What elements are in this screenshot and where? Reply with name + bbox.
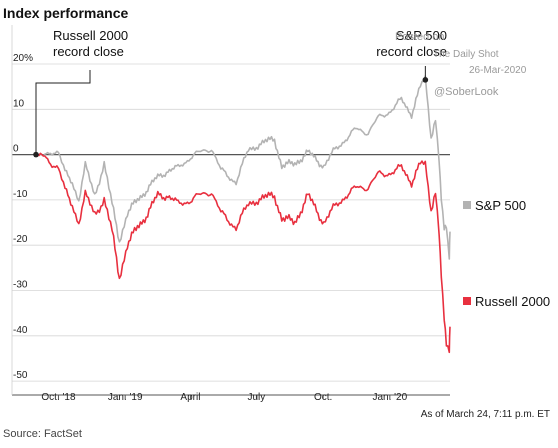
- x-tick-label: Oct. '18: [41, 392, 76, 403]
- y-tick-label: -10: [13, 189, 28, 200]
- x-tick-label: July: [248, 392, 266, 403]
- x-tick-label: Oct.: [314, 392, 332, 403]
- annotation-text: record close: [376, 44, 447, 59]
- annotation-text: Russell 2000: [53, 28, 128, 43]
- y-tick-label: -30: [13, 280, 28, 291]
- y-tick-label: -20: [13, 234, 28, 245]
- y-axis-labels: 20% 10 0 -10 -20 -30 -40 -50: [13, 53, 33, 381]
- y-tick-label: 10: [13, 98, 25, 109]
- y-tick-label: -50: [13, 370, 28, 381]
- y-tick-label: 0: [13, 144, 19, 155]
- annotation-text: record close: [53, 44, 124, 59]
- x-axis: Oct. '18 Jan. '19 April July Oct. Jan. '20: [11, 25, 450, 403]
- watermark-handle: @SoberLook: [434, 86, 499, 98]
- legend-swatch: [463, 297, 471, 305]
- gridlines: [12, 63, 450, 382]
- watermark-date: 26-Mar-2020: [469, 65, 527, 76]
- y-tick-label: 20%: [13, 53, 33, 64]
- series-line-s-p-500: [35, 75, 451, 260]
- x-tick-label: April: [180, 392, 200, 403]
- annotation-dot: [422, 77, 429, 83]
- legend-label: S&P 500: [475, 198, 526, 213]
- footnote: As of March 24, 7:11 p.m. ET: [421, 409, 550, 420]
- series-line-russell-2000: [35, 152, 451, 354]
- y-tick-label: -40: [13, 325, 28, 336]
- series-lines: [35, 75, 451, 354]
- watermark-posted-on: Posted on: [395, 31, 445, 43]
- legend-swatch: [463, 201, 471, 209]
- legend: S&P 500 Russell 2000: [463, 198, 550, 309]
- chart-title: Index performance: [3, 5, 128, 21]
- legend-label: Russell 2000: [475, 294, 550, 309]
- x-tick-label: Jan. '20: [372, 392, 407, 403]
- source: Source: FactSet: [3, 428, 82, 440]
- annotation-leader: [35, 70, 91, 155]
- annotation-text: S&P 500: [396, 28, 447, 43]
- watermark-daily-shot: The Daily Shot: [433, 49, 499, 60]
- annotation-dot: [33, 151, 39, 158]
- x-tick-label: Jan. '19: [108, 392, 143, 403]
